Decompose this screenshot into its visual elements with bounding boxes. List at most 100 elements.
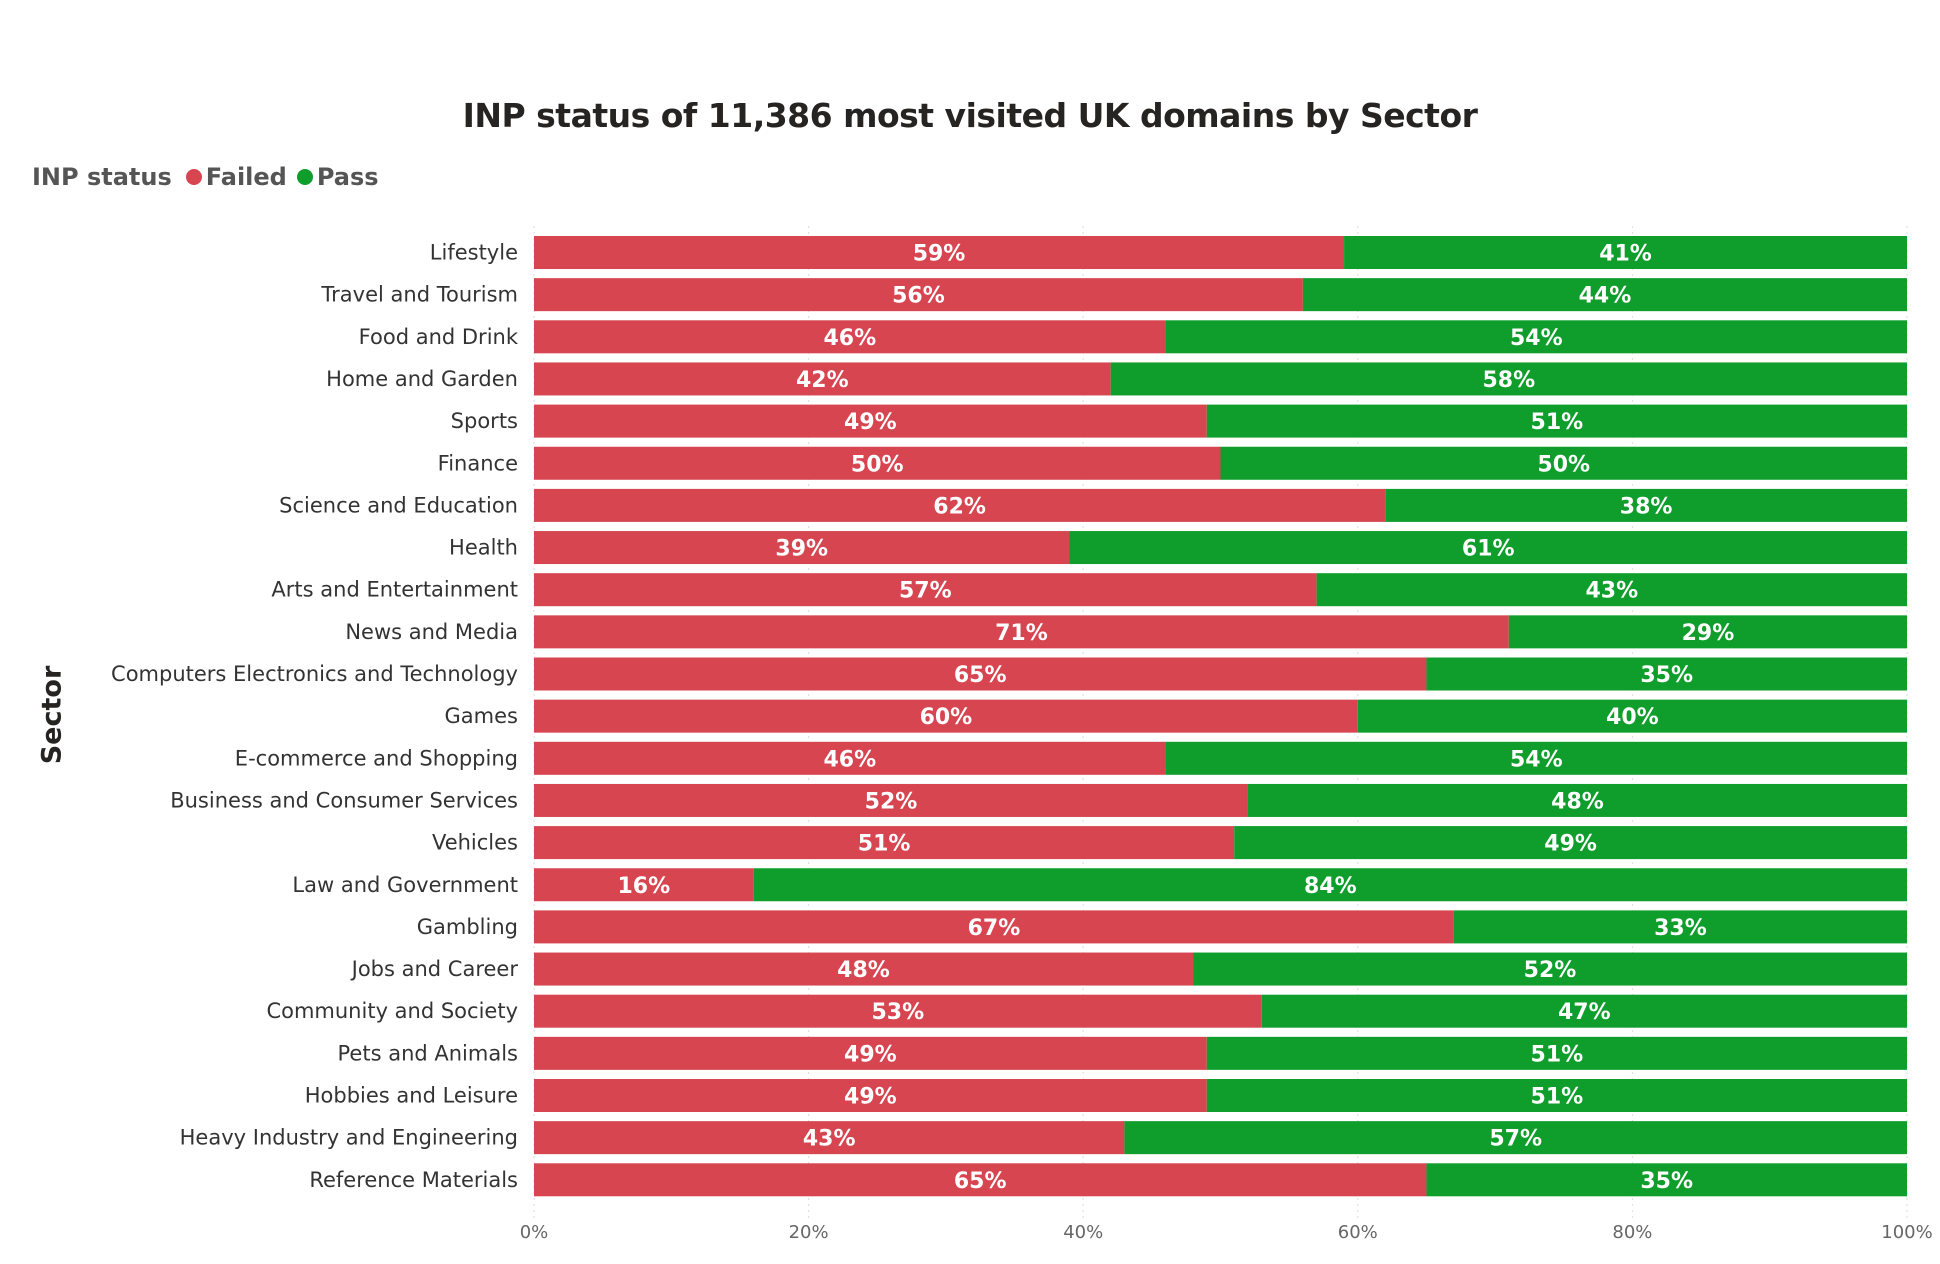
- data-label: 47%: [1558, 1000, 1611, 1025]
- legend-pass-marker: [296, 169, 313, 185]
- bar-pass: [1453, 910, 1907, 944]
- data-label: 56%: [892, 284, 945, 309]
- legend-pass-label[interactable]: Pass: [316, 163, 379, 191]
- data-label: 49%: [844, 1085, 897, 1110]
- data-label: 52%: [865, 789, 918, 814]
- data-label: 54%: [1510, 326, 1563, 351]
- bar-failed: [534, 531, 1070, 565]
- legend-title: INP status: [32, 163, 172, 191]
- bar-pass: [1385, 488, 1907, 522]
- bar-pass: [1426, 1163, 1907, 1197]
- x-tick-label: 100%: [1881, 1222, 1932, 1243]
- x-tick-label: 60%: [1338, 1222, 1378, 1243]
- bar-failed: [534, 741, 1166, 775]
- data-label: 46%: [823, 747, 876, 772]
- bar-pass: [1220, 446, 1907, 480]
- data-label: 40%: [1606, 705, 1659, 730]
- bar-pass: [1357, 699, 1907, 733]
- bar-pass: [1316, 573, 1907, 607]
- category-label: Gambling: [417, 915, 518, 939]
- data-label: 51%: [858, 832, 911, 857]
- bar-pass: [1124, 1121, 1907, 1155]
- category-label: News and Media: [345, 620, 518, 644]
- data-label: 46%: [823, 326, 876, 351]
- bar-pass: [1110, 362, 1907, 396]
- data-label: 61%: [1462, 537, 1515, 562]
- bar-failed: [534, 236, 1345, 269]
- category-label: Travel and Tourism: [320, 283, 518, 307]
- data-label: 48%: [837, 958, 890, 983]
- category-label: Finance: [438, 451, 518, 475]
- bar-failed: [534, 278, 1303, 312]
- bar-failed: [534, 657, 1427, 691]
- data-label: 29%: [1682, 621, 1735, 646]
- bar-failed: [534, 362, 1111, 396]
- data-label: 43%: [1585, 579, 1638, 604]
- data-label: 35%: [1640, 663, 1693, 688]
- data-label: 67%: [968, 916, 1021, 941]
- data-label: 43%: [803, 1127, 856, 1152]
- data-label: 57%: [899, 579, 952, 604]
- data-label: 49%: [844, 410, 897, 435]
- data-label: 84%: [1304, 874, 1357, 899]
- bar-pass: [1261, 994, 1907, 1028]
- category-label: Vehicles: [432, 831, 518, 855]
- bar-pass: [1247, 783, 1907, 817]
- bar-failed: [534, 783, 1248, 817]
- data-label: 60%: [920, 705, 973, 730]
- bar-pass: [1206, 1079, 1907, 1112]
- data-label: 41%: [1599, 242, 1652, 267]
- chart-title: INP status of 11,386 most visited UK dom…: [462, 96, 1478, 135]
- category-label: Jobs and Career: [350, 957, 519, 981]
- x-tick-label: 80%: [1612, 1222, 1652, 1243]
- category-label: Heavy Industry and Engineering: [180, 1126, 518, 1150]
- category-label: Pets and Animals: [338, 1041, 518, 1065]
- bar-failed: [534, 952, 1194, 986]
- category-label: Science and Education: [279, 493, 518, 517]
- bar-pass: [1206, 1036, 1907, 1070]
- bar-failed: [534, 1079, 1207, 1112]
- category-label: Community and Society: [266, 999, 518, 1023]
- data-label: 35%: [1640, 1169, 1693, 1194]
- data-label: 58%: [1482, 368, 1535, 393]
- bar-pass: [753, 868, 1908, 902]
- bar-pass: [1165, 320, 1907, 354]
- bar-pass: [1206, 404, 1907, 438]
- bar-failed: [534, 699, 1358, 733]
- bar-failed: [534, 1163, 1427, 1197]
- data-label: 50%: [851, 452, 904, 477]
- bar-failed: [534, 488, 1386, 522]
- bar-pass: [1069, 531, 1907, 565]
- category-label: Computers Electronics and Technology: [111, 662, 518, 686]
- data-label: 57%: [1489, 1127, 1542, 1152]
- legend: INP status Failed Pass: [32, 163, 379, 191]
- bar-pass: [1234, 826, 1907, 860]
- data-label: 44%: [1579, 284, 1632, 309]
- bar-failed: [534, 615, 1509, 649]
- data-label: 49%: [844, 1042, 897, 1067]
- data-label: 51%: [1531, 1042, 1584, 1067]
- bar-failed: [534, 994, 1262, 1028]
- bar-pass: [1302, 278, 1907, 312]
- data-label: 53%: [872, 1000, 925, 1025]
- bar-failed: [534, 910, 1454, 944]
- category-label: Games: [445, 704, 518, 728]
- bar-failed: [534, 826, 1235, 860]
- category-label: E-commerce and Shopping: [235, 746, 518, 770]
- category-label: Lifestyle: [430, 241, 518, 265]
- bar-pass: [1193, 952, 1907, 986]
- data-label: 54%: [1510, 747, 1563, 772]
- bar-pass: [1165, 741, 1907, 775]
- bar-failed: [534, 1036, 1207, 1070]
- data-label: 51%: [1531, 410, 1584, 435]
- legend-failed-label[interactable]: Failed: [205, 163, 287, 191]
- legend-failed-marker: [185, 169, 202, 185]
- bar-failed: [534, 404, 1207, 438]
- bar-failed: [534, 573, 1317, 607]
- data-label: 48%: [1551, 789, 1604, 814]
- data-label: 42%: [796, 368, 849, 393]
- bar-failed: [534, 446, 1221, 480]
- category-label: Food and Drink: [359, 325, 519, 349]
- data-label: 65%: [954, 663, 1007, 688]
